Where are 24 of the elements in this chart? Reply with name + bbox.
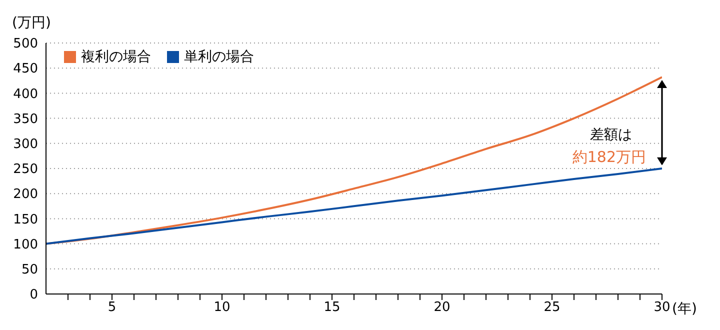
y-tick-label: 450 [13, 62, 38, 77]
x-tick-label: 20 [434, 300, 450, 316]
y-tick-label: 200 [13, 187, 38, 202]
x-axis-title: (年) [672, 300, 697, 318]
y-tick-label: 250 [13, 162, 38, 178]
y-tick-label: 50 [21, 262, 38, 278]
x-tick-label: 5 [108, 300, 116, 316]
y-tick-label: 300 [13, 137, 38, 152]
annotation: 約182万円 [572, 148, 646, 167]
y-tick-label: 150 [13, 212, 38, 228]
x-tick-label: 15 [324, 300, 340, 316]
y-tick-label: 400 [13, 86, 38, 102]
y-tick-label: 350 [13, 112, 38, 127]
x-tick-label: 25 [544, 300, 560, 316]
y-axis-title: (万円) [12, 14, 51, 32]
y-tick-label: 500 [13, 36, 38, 52]
x-tick-label: 10 [214, 300, 230, 316]
legend-label: 単利の場合 [184, 48, 254, 66]
x-tick-label: 30 [654, 300, 670, 316]
legend-label: 複利の場合 [81, 48, 151, 66]
y-tick-label: 0 [30, 288, 38, 303]
y-tick-label: 100 [13, 237, 38, 252]
annotation: 差額は [590, 126, 632, 144]
line-series [46, 168, 662, 245]
